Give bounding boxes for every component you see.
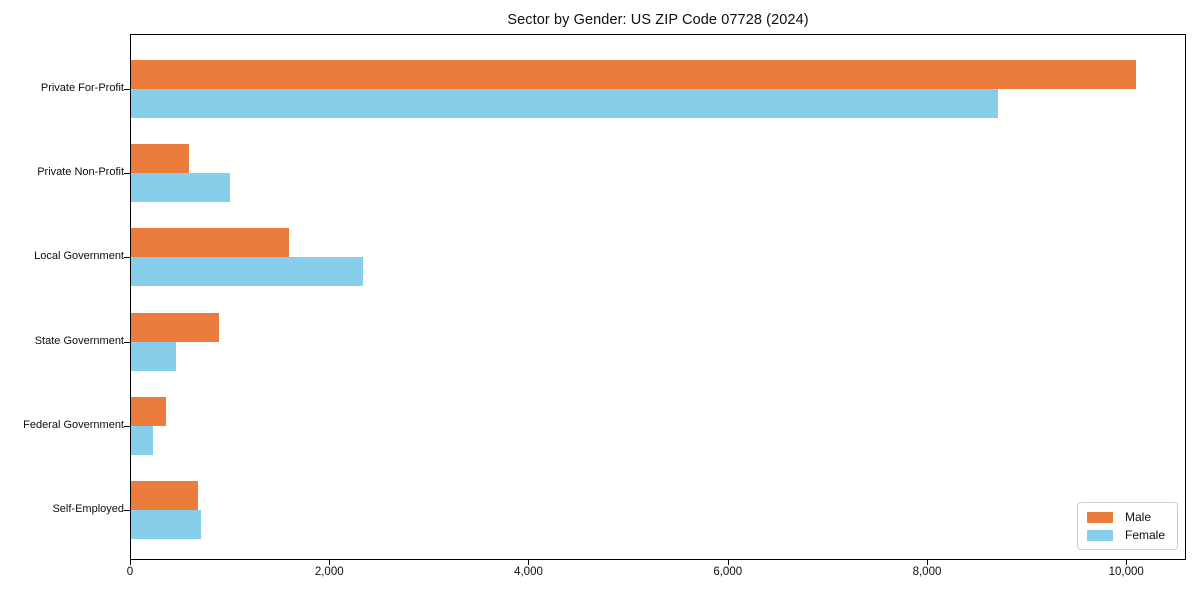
x-label-10000: 10,000	[1108, 566, 1144, 578]
bar-male-federal-government	[131, 396, 166, 426]
y-tick-private-for-profit	[123, 89, 130, 90]
bar-male-private-for-profit	[131, 60, 1137, 89]
y-tick-local-government	[123, 257, 130, 259]
x-label-2000: 2,000	[314, 566, 344, 578]
legend-label-female: Female	[1124, 528, 1165, 542]
bar-male-private-non-profit	[131, 144, 189, 174]
y-tick-private-non-profit	[123, 173, 130, 175]
y-label-private-for-profit: Private For-Profit	[40, 82, 124, 94]
bar-male-local-government	[131, 228, 290, 258]
legend-swatch-male	[1086, 511, 1113, 523]
y-label-local-government: Local Government	[34, 250, 124, 263]
bar-male-self-employed	[131, 481, 198, 510]
bar-female-self-employed	[131, 510, 201, 539]
y-label-private-non-profit: Private Non-Profit	[37, 166, 124, 179]
legend: Male Female	[1076, 502, 1178, 550]
bar-female-local-government	[131, 257, 363, 287]
y-tick-self-employed	[123, 510, 130, 511]
plot-area: Male Female	[123, 34, 1186, 560]
x-label-6000: 6,000	[713, 566, 743, 578]
y-label-self-employed: Self-Employed	[52, 503, 124, 515]
bar-male-state-government	[131, 312, 220, 342]
bar-female-private-non-profit	[131, 173, 231, 203]
y-label-state-government: State Government	[34, 334, 124, 347]
legend-label-male: Male	[1124, 510, 1151, 524]
bar-female-federal-government	[131, 425, 154, 455]
x-tick-8000	[926, 560, 928, 565]
bar-female-private-for-profit	[131, 89, 999, 118]
x-label-4000: 4,000	[514, 566, 543, 578]
x-tick-10000	[1126, 560, 1128, 565]
x-label-0: 0	[126, 566, 134, 578]
chart-title: Sector by Gender: US ZIP Code 07728 (202…	[507, 12, 809, 28]
x-label-8000: 8,000	[912, 566, 942, 578]
legend-swatch-female	[1086, 529, 1113, 541]
bar-female-state-government	[131, 341, 176, 371]
x-tick-2000	[329, 560, 331, 565]
y-tick-federal-government	[123, 425, 130, 427]
y-tick-state-government	[123, 341, 130, 343]
legend-entry-male: Male	[1086, 510, 1165, 524]
x-tick-4000	[528, 560, 530, 565]
x-tick-0	[130, 560, 131, 565]
legend-entry-female: Female	[1086, 528, 1165, 542]
x-tick-6000	[727, 560, 729, 565]
y-label-federal-government: Federal Government	[23, 418, 124, 431]
